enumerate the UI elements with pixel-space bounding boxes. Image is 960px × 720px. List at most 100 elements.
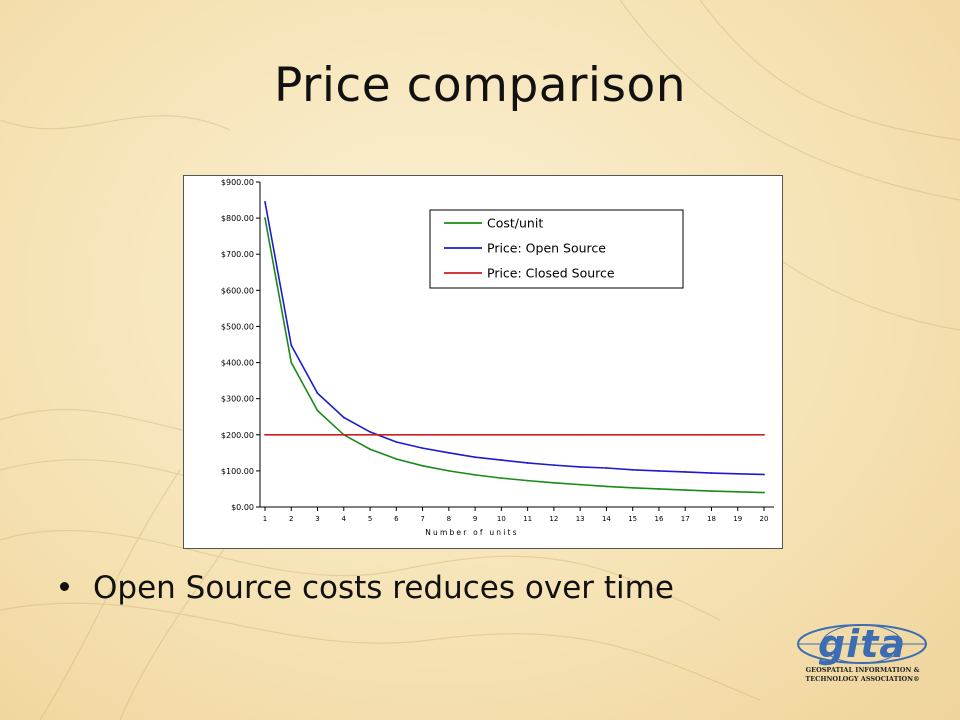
- slide-title: Price comparison: [273, 58, 687, 113]
- data-point: [395, 458, 398, 460]
- data-point: [421, 447, 424, 450]
- chart-container: $0.00 $100.00 $200.00 $300.00 $400.00 $500.00…: [183, 175, 783, 549]
- data-point: [736, 433, 739, 436]
- data-point: [526, 462, 529, 464]
- legend-label: Price: Closed Source: [487, 266, 615, 281]
- data-point: [316, 433, 319, 436]
- data-point: [500, 477, 503, 480]
- x-tick-label: 13: [576, 515, 585, 523]
- x-tick-label: 5: [368, 515, 372, 523]
- data-point: [447, 451, 450, 454]
- series-line-2: [264, 201, 765, 476]
- x-tick-label: 11: [523, 515, 532, 523]
- data-point: [316, 409, 319, 412]
- data-point: [395, 433, 398, 436]
- data-point: [500, 459, 503, 461]
- data-point: [290, 361, 293, 364]
- y-tick-label: $700.00: [221, 250, 254, 259]
- y-tick-label: $300.00: [221, 395, 254, 404]
- legend-label: Cost/unit: [487, 216, 543, 231]
- data-point: [421, 433, 424, 436]
- data-point: [684, 489, 687, 491]
- bullet-icon: [60, 582, 69, 591]
- data-point: [342, 416, 345, 419]
- data-point: [447, 433, 450, 436]
- data-point: [474, 456, 477, 459]
- x-tick-label: 17: [681, 515, 690, 523]
- data-point: [605, 433, 608, 436]
- data-point: [631, 468, 634, 471]
- data-point: [316, 392, 319, 395]
- data-point: [369, 433, 371, 436]
- data-point: [684, 471, 687, 473]
- x-tick-label: 19: [733, 515, 742, 523]
- data-point: [369, 448, 371, 451]
- x-tick-label: 14: [602, 515, 611, 523]
- x-tick-label: 1: [263, 515, 267, 523]
- data-point: [684, 433, 687, 436]
- logo-line-1: GEOSPATIAL INFORMATION &: [805, 666, 920, 674]
- x-tick-label: 2: [289, 515, 293, 523]
- x-tick-label: 10: [497, 515, 506, 523]
- data-point: [736, 472, 739, 475]
- data-point: [631, 433, 634, 436]
- y-tick-label: $600.00: [221, 286, 254, 295]
- x-tick-label: 4: [342, 515, 347, 523]
- logo-globe-icon: gita: [797, 622, 927, 666]
- x-tick-label: 12: [549, 515, 558, 523]
- data-point: [264, 217, 266, 220]
- data-point: [710, 490, 713, 493]
- x-tick-label: 3: [315, 515, 319, 523]
- logo-line-2: TECHNOLOGY ASSOCIATION®: [805, 675, 920, 683]
- y-tick-label: $200.00: [221, 431, 254, 440]
- x-tick-label: 9: [473, 515, 477, 523]
- y-tick-label: $800.00: [221, 214, 254, 223]
- bullet-text: Open Source costs reduces over time: [93, 570, 674, 606]
- data-point: [447, 469, 450, 472]
- svg-text:gita: gita: [818, 622, 906, 666]
- data-point: [579, 466, 582, 468]
- data-point: [763, 491, 765, 494]
- data-point: [369, 430, 371, 433]
- y-tick-label: $400.00: [221, 359, 254, 368]
- data-point: [526, 433, 529, 436]
- data-point: [763, 433, 765, 436]
- x-tick-label: 7: [420, 515, 424, 523]
- y-tick-label: $500.00: [221, 322, 254, 331]
- x-tick-label: 20: [760, 515, 769, 523]
- bullet-item: Open Source costs reduces over time: [60, 570, 674, 606]
- x-tick-label: 6: [394, 515, 399, 523]
- series-line-1: [264, 217, 765, 494]
- data-point: [605, 467, 608, 469]
- data-point: [552, 464, 555, 467]
- gita-logo: gita GEOSPATIAL INFORMATION & TECHNOLOGY…: [795, 622, 930, 684]
- x-tick-label: 8: [447, 515, 451, 523]
- data-point: [290, 433, 293, 436]
- data-point: [658, 433, 660, 436]
- x-tick-label: 15: [628, 515, 637, 523]
- data-point: [658, 488, 660, 490]
- line-chart: $0.00 $100.00 $200.00 $300.00 $400.00 $500.00…: [221, 178, 774, 537]
- data-point: [500, 433, 503, 436]
- data-point: [342, 433, 345, 436]
- logo-wordmark: gita: [795, 622, 930, 673]
- x-axis-title: Number of units: [425, 528, 519, 537]
- y-tick-label: $0.00: [231, 503, 254, 512]
- data-point: [710, 472, 713, 474]
- data-point: [710, 433, 713, 436]
- data-point: [579, 483, 582, 486]
- data-point: [631, 486, 634, 489]
- data-point: [605, 485, 608, 488]
- data-point: [264, 200, 266, 203]
- data-point: [526, 479, 529, 482]
- data-point: [763, 473, 765, 476]
- y-tick-label: $900.00: [221, 178, 254, 187]
- data-point: [736, 490, 739, 493]
- data-point: [474, 433, 477, 436]
- data-point: [552, 433, 555, 436]
- data-point: [579, 433, 582, 436]
- x-tick-label: 16: [654, 515, 663, 523]
- data-point: [658, 469, 660, 472]
- data-point: [264, 433, 266, 436]
